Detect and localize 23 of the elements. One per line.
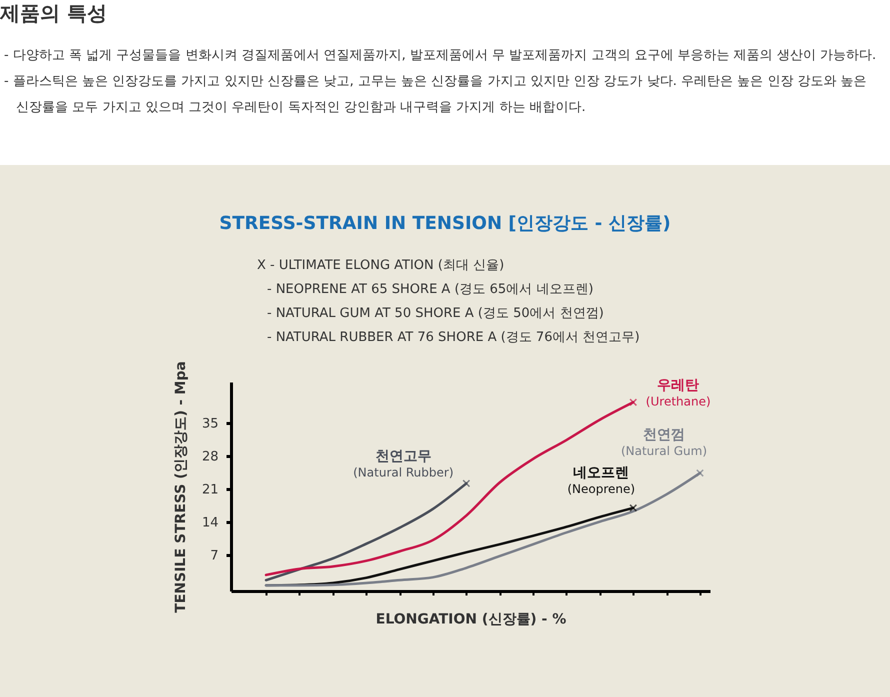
point bbox=[629, 398, 638, 406]
y-tick-label: 35 bbox=[202, 416, 218, 432]
text: - NATURAL GUM AT 50 SHORE A (경도 50에서 천연껌) bbox=[267, 306, 604, 321]
text: - NEOPRENE AT 65 SHORE A (경도 65에서 네오프렌) bbox=[267, 282, 594, 297]
y-tick-label: 7 bbox=[210, 548, 218, 564]
series-label: 천연껌 (Natural Gum) bbox=[620, 427, 708, 458]
y-tick-label: 21 bbox=[202, 482, 218, 498]
text: X - ULTIMATE ELONG ATION (최대 신율) bbox=[257, 258, 504, 273]
text: - 플라스틱은 높은 인장강도를 가지고 있지만 신장률은 낮고, 고무는 높은 신장률을 가지고 있지만 인장 강도가 낮다. 우레탄은 높은 인장 강도와 높은 신장률을 모두 가지고 있으며 그것이 우레탄이 독자적인 강인함과 내구력을 가지게 하는 배합이다. bbox=[4, 74, 867, 115]
series-label: 네오프렌 (Neoprene) bbox=[567, 464, 636, 496]
series-label: 우레탄 (Urethane) bbox=[646, 377, 711, 408]
y-tick-label: 28 bbox=[202, 450, 218, 465]
point bbox=[462, 480, 470, 488]
point bbox=[696, 469, 704, 477]
y-tick-label: 14 bbox=[202, 516, 218, 531]
point bbox=[629, 504, 638, 512]
series-label: 천연고무 (Natural Rubber) bbox=[353, 448, 454, 480]
x-axis-title: ELONGATION (신장률) - % bbox=[376, 612, 566, 628]
text: - 다양하고 폭 넓게 구성물들을 변화시켜 경질제품에서 연질제품까지, 발포제품에서 무 발포제품까지 고객의 요구에 부응하는 제품의 생산이 가능하다. bbox=[4, 48, 876, 63]
text: - NATURAL RUBBER AT 76 SHORE A (경도 76에서 천연고무) bbox=[267, 330, 640, 345]
text: 제품의 특성 bbox=[0, 1, 107, 25]
chart-title: STRESS-STRAIN IN TENSION [인장강도 - 신장률) bbox=[219, 213, 671, 234]
y-axis-title: TENSILE STRESS (인장강도) - Mpa bbox=[172, 361, 189, 613]
